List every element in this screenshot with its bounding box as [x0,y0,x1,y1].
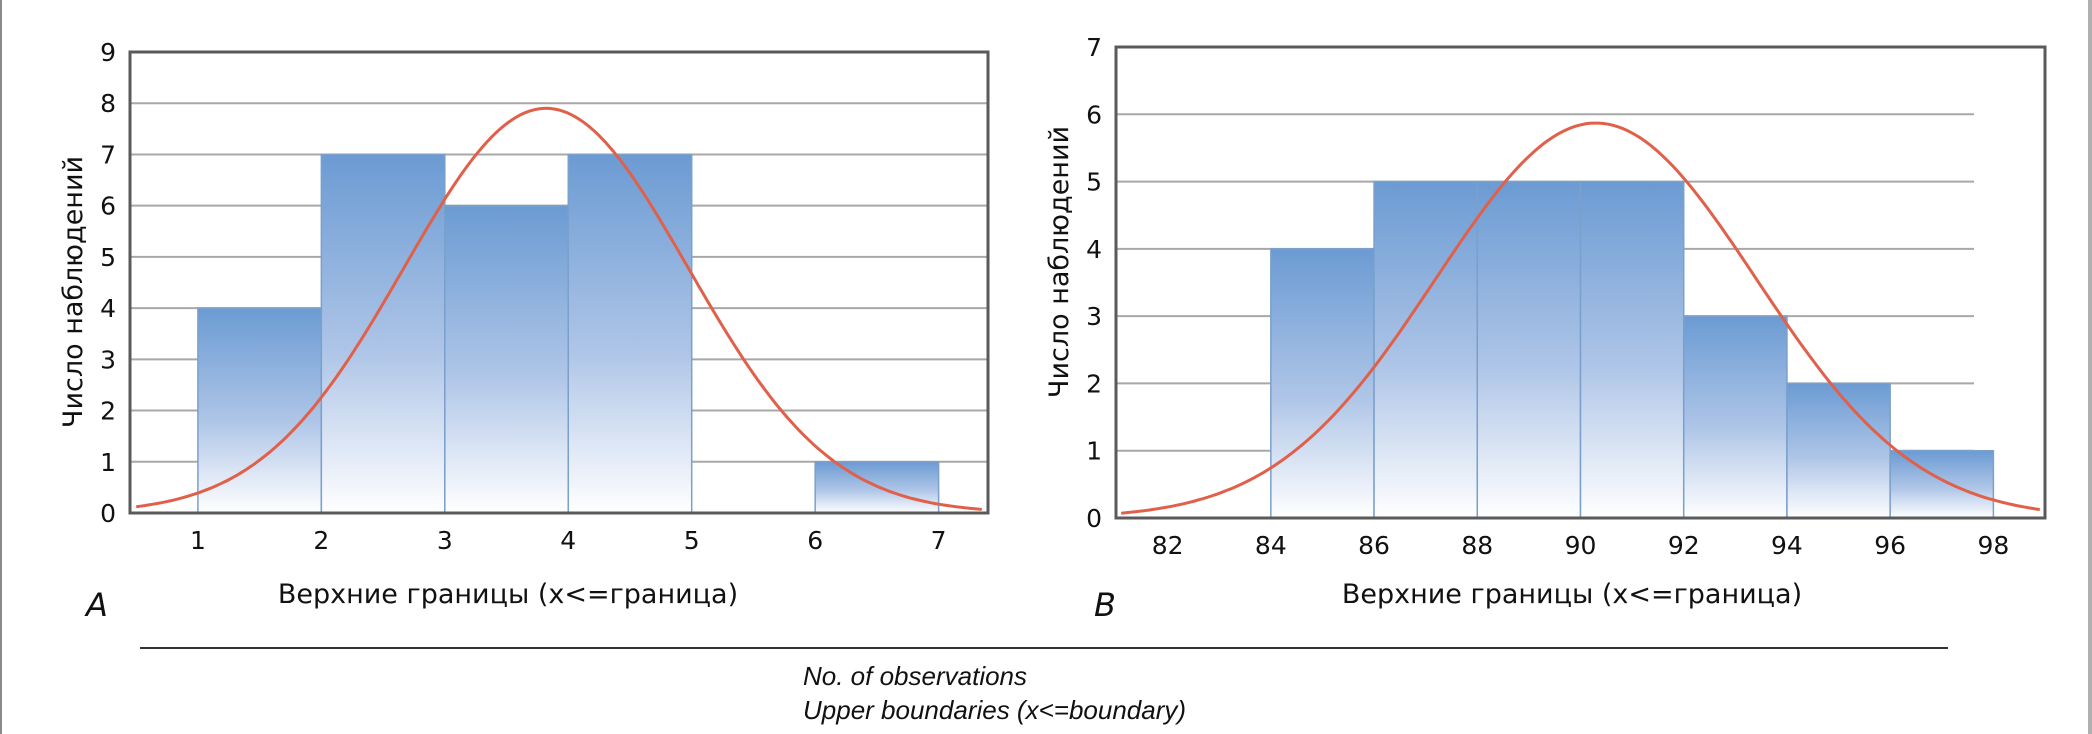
chart-b-bar [1786,382,1891,519]
chart-b-axes-box [1114,45,2047,520]
chart-b-x-tick-label: 88 [1461,531,1493,560]
chart-a-x-tick-label: 6 [807,526,823,555]
chart-a-bar [567,153,693,514]
chart-a-y-tick-label: 1 [100,448,116,477]
chart-b-normal-curve-line [1121,121,2041,515]
chart-b: 0 1 2 3 4 5 6 7 82 84 86 88 90 92 94 96 98 Число наблюд… [1044,33,2047,624]
chart-b-x-tick-label: 82 [1152,531,1184,560]
chart-b-bar [1476,180,1582,519]
chart-a-y-tick-label: 0 [100,499,116,528]
chart-b-y-tick-label: 0 [1086,504,1102,533]
page-frame-right [2088,0,2092,734]
caption-english-ylabel: No. of observations [803,661,1027,691]
chart-a-x-tick-label: 7 [931,526,947,555]
chart-b-y-tick-label: 3 [1086,302,1102,331]
chart-b-x-axis-title: Верхние границы (x<=граница) [1342,579,1802,610]
chart-a-normal-curve [136,106,982,511]
chart-b-normal-curve [1121,121,2041,515]
chart-b-bar [1889,449,1995,519]
chart-b-y-tick-label: 4 [1086,235,1102,264]
chart-a-plot-frame [128,50,990,515]
chart-a-x-tick-label: 1 [190,526,206,555]
chart-a-x-tick-label: 4 [560,526,576,555]
chart-b-y-tick-label: 1 [1086,437,1102,466]
chart-a: 0 1 2 3 4 5 6 7 8 9 1 2 3 4 5 6 7 Число наблюдений Верх… [58,38,990,624]
chart-b-plot-frame [1114,45,2047,520]
chart-a-y-tick-label: 5 [100,243,116,272]
panel-label-b: B [1094,586,1116,624]
chart-a-bar [444,204,570,514]
chart-b-bar [1579,180,1685,519]
chart-b-y-tick-label: 2 [1086,369,1102,398]
chart-a-y-tick-label: 9 [100,38,116,67]
chart-a-x-tick-label: 5 [684,526,700,555]
chart-a-y-ticks: 0 1 2 3 4 5 6 7 8 9 [100,38,116,528]
chart-b-x-tick-label: 90 [1565,531,1597,560]
page-frame-left [0,0,2,734]
chart-b-x-tick-label: 92 [1668,531,1700,560]
chart-b-x-tick-label: 86 [1358,531,1390,560]
chart-a-bar [320,153,446,514]
chart-a-y-tick-label: 7 [100,140,116,169]
chart-b-y-ticks: 0 1 2 3 4 5 6 7 [1086,33,1102,533]
chart-b-y-tick-label: 7 [1086,33,1102,62]
chart-b-y-tick-label: 5 [1086,168,1102,197]
chart-b-x-tick-label: 84 [1255,531,1287,560]
chart-a-normal-curve-line [136,106,982,511]
chart-b-x-tick-label: 96 [1874,531,1906,560]
chart-a-bars [197,153,940,514]
chart-a-y-tick-label: 3 [100,345,116,374]
caption-english-xlabel: Upper boundaries (x<=boundary) [803,695,1186,725]
chart-a-y-tick-label: 4 [100,294,116,323]
chart-a-x-tick-label: 2 [313,526,329,555]
chart-b-x-tick-label: 94 [1771,531,1803,560]
chart-a-axes-box [128,50,990,515]
chart-a-bar [197,307,323,514]
chart-a-x-axis-title: Верхние границы (x<=граница) [278,579,738,610]
chart-a-y-axis-title: Число наблюдений [58,156,89,428]
chart-b-bar [1373,180,1479,519]
chart-b-y-tick-label: 6 [1086,100,1102,129]
chart-a-y-tick-label: 2 [100,397,116,426]
chart-b-x-ticks: 82 84 86 88 90 92 94 96 98 [1152,531,2010,560]
chart-b-bars [1270,180,1995,519]
chart-b-bar [1270,248,1375,519]
chart-a-x-ticks: 1 2 3 4 5 6 7 [190,526,947,555]
chart-a-y-tick-label: 8 [100,89,116,118]
chart-b-x-tick-label: 98 [1977,531,2009,560]
chart-a-y-tick-label: 6 [100,192,116,221]
chart-b-bar [1682,315,1788,519]
chart-a-x-tick-label: 3 [437,526,453,555]
chart-b-y-axis-title: Число наблюдений [1044,126,1075,398]
panel-label-a: A [84,586,108,624]
